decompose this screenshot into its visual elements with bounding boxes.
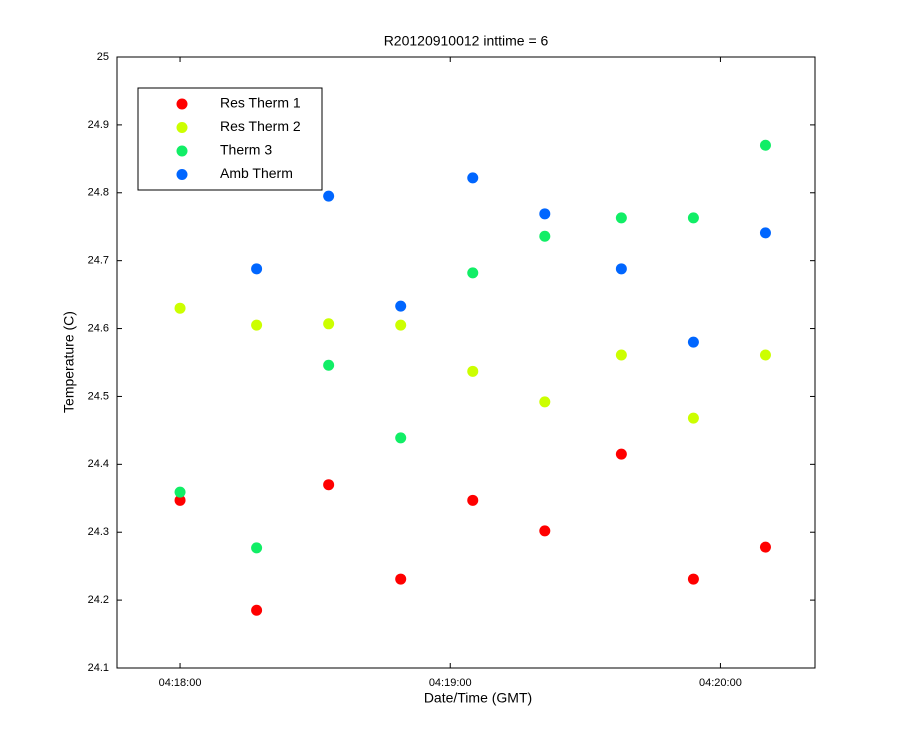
y-tick-label: 24.8	[88, 187, 109, 199]
x-tick-label: 04:20:00	[699, 677, 742, 689]
point	[467, 494, 479, 506]
legend-marker	[176, 145, 188, 157]
y-tick-label: 24.5	[88, 390, 109, 402]
point	[687, 412, 699, 424]
point	[467, 267, 479, 279]
point	[395, 319, 407, 331]
point	[174, 486, 186, 498]
point	[759, 227, 771, 239]
point	[395, 300, 407, 312]
legend-marker	[176, 169, 188, 180]
point	[323, 359, 335, 371]
y-tick-label: 24.6	[88, 322, 109, 334]
point	[251, 319, 263, 331]
point	[174, 494, 186, 506]
point	[615, 263, 627, 275]
point	[687, 336, 699, 348]
point	[759, 541, 771, 553]
point	[467, 172, 479, 184]
point	[615, 212, 627, 224]
chart-title: R20120910012 inttime = 6	[384, 33, 549, 49]
y-tick-label: 24.9	[88, 119, 109, 131]
legend-box	[137, 87, 323, 191]
point	[467, 365, 479, 377]
point	[539, 230, 551, 242]
y-axis-label: Temperature (C)	[61, 311, 77, 413]
point	[539, 396, 551, 408]
point	[615, 448, 627, 460]
point	[687, 212, 699, 224]
x-axis-label: Date/Time (GMT)	[424, 690, 532, 706]
point	[539, 208, 551, 220]
x-tick-label: 04:18:00	[159, 677, 202, 689]
point	[615, 349, 627, 361]
legend-label: Res Therm 1	[220, 95, 301, 111]
legend-marker	[176, 122, 188, 133]
point	[395, 573, 407, 585]
point	[251, 263, 263, 275]
point	[323, 190, 335, 202]
legend-marker	[176, 98, 188, 110]
point	[759, 349, 771, 361]
y-tick-label: 24.2	[88, 594, 109, 606]
legend-label: Res Therm 2	[220, 118, 301, 134]
point	[759, 139, 771, 151]
x-tick-label: 04:19:00	[429, 677, 472, 689]
point	[174, 302, 186, 314]
point	[539, 525, 551, 537]
y-tick-label: 25	[97, 51, 109, 63]
point	[251, 604, 263, 616]
point	[323, 318, 335, 330]
y-tick-label: 24.4	[88, 458, 109, 470]
point	[395, 432, 407, 444]
point	[251, 542, 263, 554]
point	[323, 479, 335, 491]
legend-label: Amb Therm	[220, 165, 293, 181]
legend-label: Therm 3	[220, 142, 272, 158]
y-tick-label: 24.3	[88, 526, 109, 538]
y-tick-label: 24.1	[88, 662, 109, 674]
point	[687, 573, 699, 585]
y-tick-label: 24.7	[88, 255, 109, 267]
